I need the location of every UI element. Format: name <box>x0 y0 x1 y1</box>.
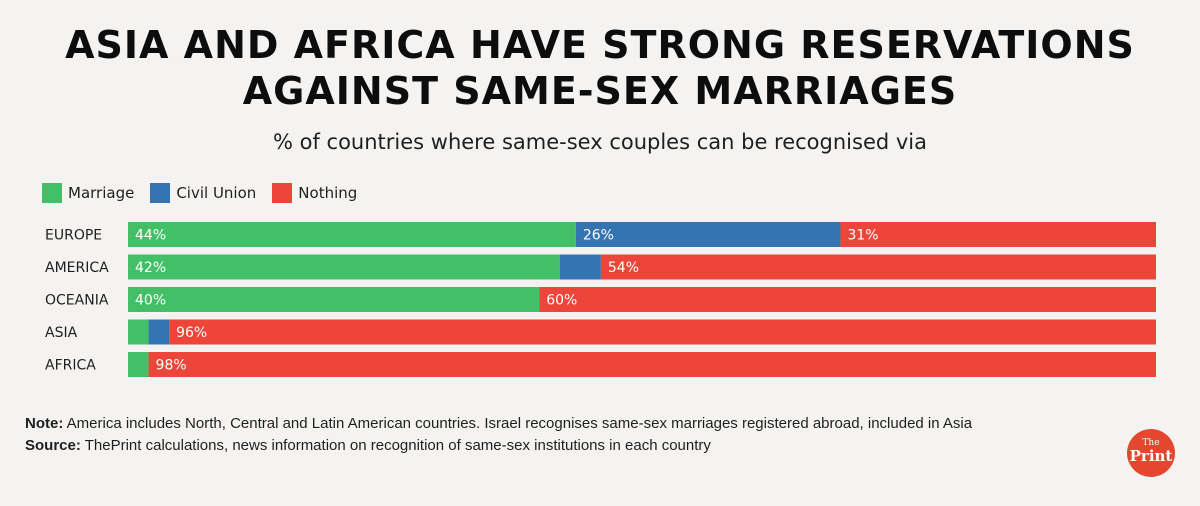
bar-europe-nothing <box>840 222 1156 247</box>
bar-africa-nothing <box>148 352 1156 377</box>
data-label-europe-nothing: 31% <box>847 228 878 244</box>
legend-swatch-civil-union <box>150 183 171 203</box>
legend-label-civil-union: Civil Union <box>176 184 257 202</box>
legend-swatch-marriage <box>42 183 62 203</box>
stacked-bar-chart: EUROPE 44% 26% 31% AMERICA 42% 54% OCEANIA 40% 60… <box>45 222 1156 377</box>
bar-america-civil-union <box>559 254 601 280</box>
legend-item-marriage: Marriage <box>42 183 134 203</box>
category-label-america: AMERICA <box>45 260 109 276</box>
category-label-africa: AFRICA <box>45 358 96 374</box>
bar-oceania-marriage <box>128 287 540 312</box>
source-text: Source: ThePrint calculations, news info… <box>25 435 1025 457</box>
legend-item-civil-union: Civil Union <box>150 183 256 203</box>
bar-africa-marriage <box>128 352 149 377</box>
bar-europe-civil-union <box>575 222 841 247</box>
bar-america-nothing <box>600 254 1156 280</box>
bar-asia-civil-union <box>148 319 170 345</box>
data-label-america-nothing: 54% <box>608 260 639 276</box>
note-body: America includes North, Central and Lati… <box>63 415 973 432</box>
legend-item-nothing: Nothing <box>272 183 357 203</box>
title-line-2: AGAINST SAME-SEX MARRIAGES <box>242 69 958 113</box>
title-line-1: ASIA AND AFRICA HAVE STRONG RESERVATIONS <box>65 23 1135 67</box>
logo-print: Print <box>1129 447 1173 465</box>
chart-title: ASIA AND AFRICA HAVE STRONG RESERVATIONS… <box>0 22 1200 114</box>
category-label-oceania: OCEANIA <box>45 293 109 309</box>
legend-swatch-nothing <box>272 183 293 203</box>
logo-the: The <box>1142 438 1160 448</box>
bar-asia-nothing <box>169 319 1156 345</box>
data-label-america-marriage: 42% <box>135 260 166 276</box>
note-label: Note: <box>25 415 64 432</box>
data-label-oceania-nothing: 60% <box>546 293 577 309</box>
legend: Marriage Civil Union Nothing <box>42 183 373 203</box>
category-label-europe: EUROPE <box>45 228 102 244</box>
source-label: Source: <box>25 437 81 454</box>
bar-europe-marriage <box>128 222 576 247</box>
footnote: Note: America includes North, Central an… <box>25 413 1025 457</box>
bar-america-marriage <box>128 254 560 280</box>
data-label-oceania-marriage: 40% <box>135 293 166 309</box>
data-label-asia-nothing: 96% <box>176 325 207 341</box>
category-label-asia: ASIA <box>45 325 78 341</box>
bar-oceania-nothing <box>539 287 1156 312</box>
legend-label-nothing: Nothing <box>298 184 358 202</box>
chart-subtitle: % of countries where same-sex couples ca… <box>272 130 927 154</box>
legend-label-marriage: Marriage <box>68 184 135 202</box>
theprint-logo: The Print <box>1127 429 1175 477</box>
note-text: Note: America includes North, Central an… <box>25 413 1025 435</box>
data-label-europe-civil-union: 26% <box>583 228 614 244</box>
data-label-europe-marriage: 44% <box>135 228 166 244</box>
data-label-africa-nothing: 98% <box>156 358 187 374</box>
bar-asia-marriage <box>128 319 149 345</box>
source-body: ThePrint calculations, news information … <box>80 437 711 454</box>
